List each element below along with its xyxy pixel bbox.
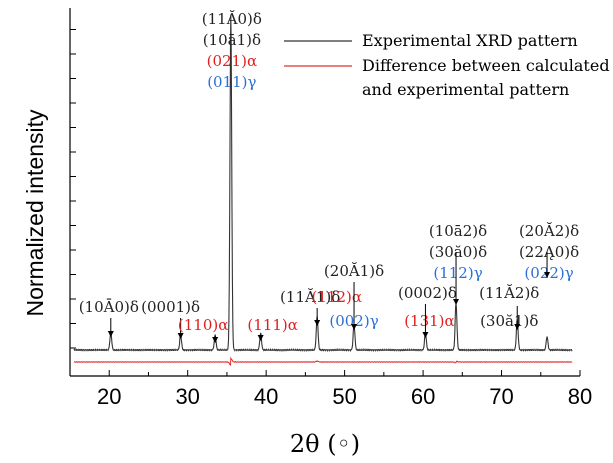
legend-label-cont: and experimental pattern <box>362 80 569 99</box>
peak-label-line: (20Ă1)δ <box>324 262 384 280</box>
x-tick-label: 70 <box>489 384 513 409</box>
y-axis-label: Normalized intensity <box>22 109 48 317</box>
peak-arrow-head <box>108 331 114 337</box>
peak-label-line: (0001)δ <box>141 298 200 316</box>
peak-label-11: (20Ă2)δ(22Ą0)δ(022)γ <box>519 222 579 282</box>
peak-label-8: (0002)δ (131)α <box>398 284 457 338</box>
peak-label-line: (11Ă2)δ <box>479 284 539 302</box>
x-tick-label: 40 <box>254 384 278 409</box>
peak-label-2: (110)α <box>178 316 228 343</box>
peak-label-10: (11Ă2)δ (30ă1)δ <box>479 284 539 330</box>
legend-label: Experimental XRD pattern <box>362 31 578 50</box>
peak-arrow-head <box>258 335 264 341</box>
peak-label-line: (20Ă2)δ <box>519 222 579 240</box>
peak-label-line: (110)α <box>178 316 228 334</box>
peak-label-0: (10Ā0)δ <box>79 298 139 337</box>
x-axis-label: 2θ (◦) <box>290 430 360 458</box>
peak-arrow-head <box>453 299 459 305</box>
peak-arrow-head <box>422 332 428 338</box>
legend: Experimental XRD pattern Difference betwe… <box>284 31 610 99</box>
peak-arrow-head <box>314 320 320 326</box>
x-tick-label: 80 <box>568 384 592 409</box>
peak-label-line: (10ā2)δ <box>429 222 487 240</box>
peak-label-4: (111)α <box>247 316 297 341</box>
peak-label-line: (30ă0)δ <box>429 243 487 261</box>
peak-label-3: (11Ă0)δ (10ā1)δ (021)α (011)γ <box>202 10 262 91</box>
peak-label-line: (112)γ <box>433 264 482 282</box>
peak-label-line: (22Ą0)δ <box>519 243 579 261</box>
x-tick-label: 30 <box>175 384 199 409</box>
peak-label-line: (10Ā0)δ <box>79 298 139 316</box>
y-axis-ticks <box>70 30 76 349</box>
x-tick-label: 50 <box>332 384 356 409</box>
peak-label-line: (111)α <box>247 316 297 334</box>
x-tick-label: 20 <box>97 384 121 409</box>
peak-label-line: (30ă1)δ <box>480 312 538 330</box>
difference-line <box>74 358 572 365</box>
peak-label-line: (011)γ <box>207 73 256 91</box>
peak-label-line: (11Ă0)δ <box>202 10 262 28</box>
peak-arrow-head <box>212 337 218 343</box>
peak-label-line: (10ā1)δ <box>203 31 261 49</box>
peak-label-line: (131)α <box>404 312 454 330</box>
peak-label-line: (021)α <box>207 52 257 70</box>
legend-label: Difference between calculated <box>362 56 610 75</box>
x-tick-label: 60 <box>411 384 435 409</box>
peak-label-line: (0002)δ <box>398 284 457 302</box>
